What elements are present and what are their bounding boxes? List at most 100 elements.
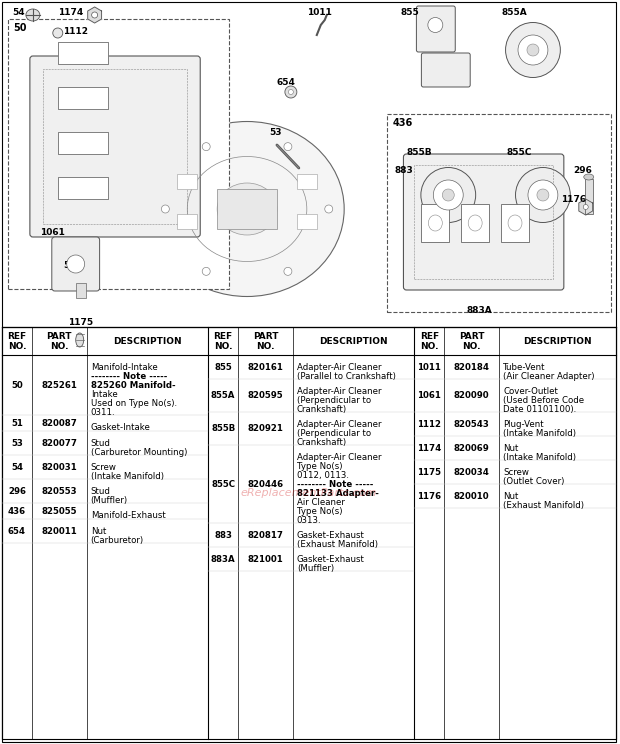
Text: (Muffler): (Muffler) [91,496,128,505]
Text: Air Cleaner: Air Cleaner [297,498,345,507]
Text: Nut: Nut [91,527,106,536]
Text: 54: 54 [12,8,25,17]
Text: Stud: Stud [91,440,110,449]
Text: 855: 855 [215,363,232,372]
Text: 1011: 1011 [417,363,441,372]
Text: Crankshaft): Crankshaft) [297,405,347,414]
Text: 820921: 820921 [247,424,283,433]
Bar [297,174,317,189]
Text: 820446: 820446 [247,480,283,489]
Ellipse shape [285,86,297,98]
Text: 820010: 820010 [454,492,490,501]
Text: 1176: 1176 [561,195,586,204]
Text: (Carburetor): (Carburetor) [91,536,144,545]
Text: 820069: 820069 [454,444,490,453]
Polygon shape [579,199,593,215]
Bar [414,165,553,279]
Text: 51: 51 [11,419,23,428]
Ellipse shape [150,121,344,297]
Bar [585,179,593,214]
Bar [58,132,108,154]
Bar [58,42,108,64]
Text: 820161: 820161 [247,363,283,372]
Text: Nut: Nut [503,444,518,453]
Text: 1175: 1175 [68,318,93,327]
Text: 436: 436 [392,118,413,128]
Text: 820077: 820077 [42,439,78,448]
Bar [8,19,229,289]
Bar [58,42,108,64]
Bar [58,177,108,199]
FancyBboxPatch shape [417,6,455,52]
Text: DESCRIPTION: DESCRIPTION [113,337,182,346]
Text: 50: 50 [13,23,27,33]
Text: 296: 296 [8,487,26,496]
Bar [58,177,108,199]
Text: 855B: 855B [211,424,235,433]
Text: 855A: 855A [501,8,527,17]
Ellipse shape [217,183,277,235]
Text: Stud: Stud [91,487,110,496]
FancyBboxPatch shape [52,237,100,291]
Text: 855: 855 [401,8,419,17]
Text: 855C: 855C [211,480,235,489]
Ellipse shape [67,255,85,273]
Text: (Intake Manifold): (Intake Manifold) [503,453,576,462]
Text: 1112: 1112 [63,27,88,36]
Text: Type No(s): Type No(s) [297,507,342,516]
Ellipse shape [325,205,333,213]
Text: 51: 51 [63,261,75,270]
Ellipse shape [161,205,169,213]
Ellipse shape [518,35,548,65]
Text: 1061: 1061 [40,228,64,237]
Text: REF
NO.: REF NO. [7,332,27,351]
Text: Screw: Screw [91,464,117,472]
Text: 53: 53 [11,439,23,448]
Text: PART
NO.: PART NO. [459,332,484,351]
Text: 820034: 820034 [454,468,490,477]
Bar [422,204,450,242]
Text: 0313.: 0313. [297,516,322,525]
FancyBboxPatch shape [404,154,564,290]
Text: 654: 654 [8,527,26,536]
Text: 820543: 820543 [454,420,490,429]
Text: 436: 436 [8,507,26,516]
Text: 50: 50 [11,381,23,390]
Text: 855B: 855B [407,148,432,157]
Text: 0112, 0113.: 0112, 0113. [297,472,349,481]
Bar [217,189,277,229]
Ellipse shape [202,267,210,275]
Bar [177,214,197,229]
Text: 654: 654 [277,78,296,87]
Ellipse shape [92,12,97,18]
Bar [76,283,86,298]
Text: 53: 53 [269,128,281,137]
Ellipse shape [53,28,63,38]
Text: Type No(s): Type No(s) [297,462,342,472]
Text: 1061: 1061 [417,391,441,400]
Text: (Perpendicular to: (Perpendicular to [297,429,371,438]
Text: -------- Note -----: -------- Note ----- [91,372,167,382]
Ellipse shape [421,167,476,222]
Text: Adapter-Air Cleaner: Adapter-Air Cleaner [297,420,381,429]
Text: Nut: Nut [503,493,518,501]
Text: 820090: 820090 [454,391,490,400]
Text: eReplacementParts.com: eReplacementParts.com [241,488,377,498]
Text: 855C: 855C [506,148,531,157]
Text: (Used Before Code: (Used Before Code [503,397,584,405]
Bar [58,132,108,154]
Ellipse shape [515,167,570,222]
Text: Adapter-Air Cleaner: Adapter-Air Cleaner [297,363,381,372]
Text: (Exhaust Manifold): (Exhaust Manifold) [503,501,584,510]
Bar [43,69,187,224]
FancyBboxPatch shape [422,53,470,87]
Ellipse shape [583,205,588,210]
Text: DESCRIPTION: DESCRIPTION [319,337,388,346]
Text: 1175: 1175 [417,468,441,477]
Text: Gasket-Exhaust: Gasket-Exhaust [297,531,365,540]
Ellipse shape [428,18,443,33]
Ellipse shape [26,9,40,21]
Text: 883: 883 [214,531,232,540]
Text: (Intake Manifold): (Intake Manifold) [91,472,164,481]
Text: REF
NO.: REF NO. [420,332,439,351]
